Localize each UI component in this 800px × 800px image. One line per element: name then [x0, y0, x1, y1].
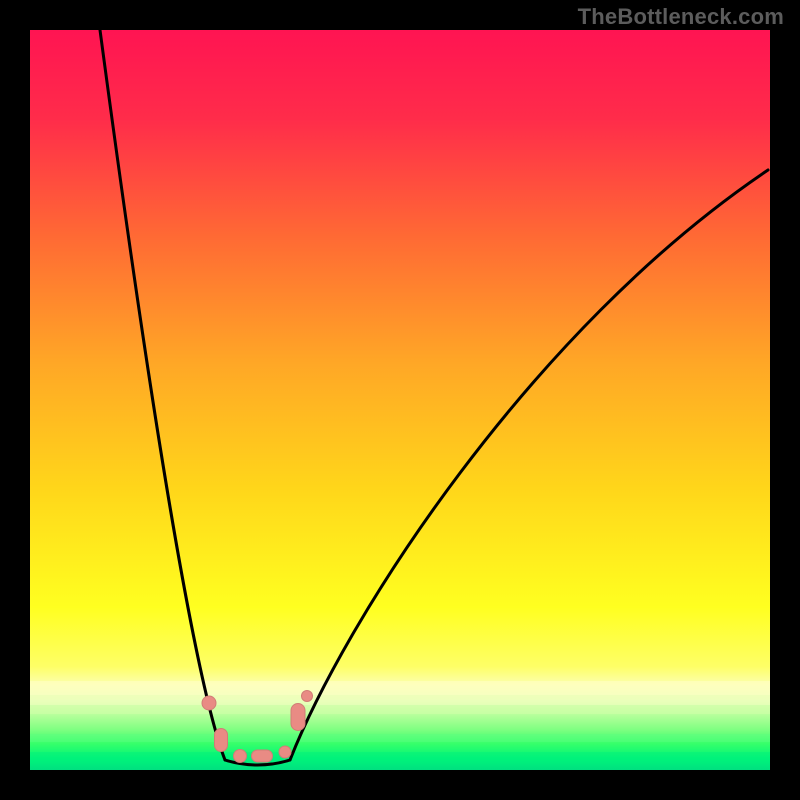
data-marker: [233, 749, 247, 763]
watermark-text: TheBottleneck.com: [578, 4, 784, 30]
data-marker: [214, 728, 228, 752]
plot-area: [30, 30, 770, 770]
data-marker: [251, 749, 273, 762]
curve-right-branch: [290, 170, 768, 760]
outer-frame: TheBottleneck.com: [0, 0, 800, 800]
data-marker: [202, 696, 217, 711]
data-marker: [301, 690, 313, 702]
bottleneck-curve: [30, 30, 770, 770]
curve-left-branch: [100, 30, 225, 760]
data-marker: [279, 746, 292, 759]
data-marker: [290, 703, 305, 731]
